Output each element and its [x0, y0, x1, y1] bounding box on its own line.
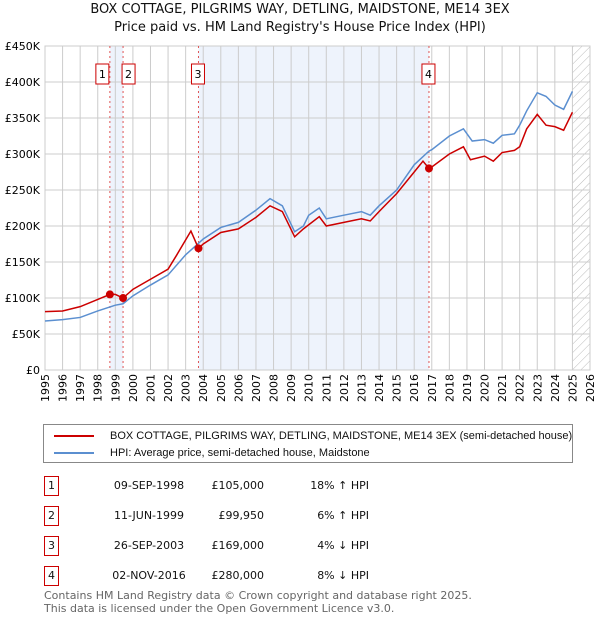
x-tick-label: 1996	[57, 374, 70, 402]
sale-point	[194, 244, 203, 253]
sale-hpi-diff: 8% ↓ HPI	[317, 569, 369, 582]
sale-row: 4 02-NOV-2016 £280,000 8% ↓ HPI	[44, 566, 444, 586]
x-tick-label: 2009	[285, 374, 298, 402]
x-tick-label: 2025	[566, 374, 579, 402]
x-tick-label: 2007	[250, 374, 263, 402]
x-tick-label: 2020	[479, 374, 492, 402]
sale-row: 3 26-SEP-2003 £169,000 4% ↓ HPI	[44, 536, 444, 556]
sale-hpi-diff: 6% ↑ HPI	[317, 509, 369, 522]
legend-label: BOX COTTAGE, PILGRIMS WAY, DETLING, MAID…	[110, 430, 573, 442]
sale-row: 2 11-JUN-1999 £99,950 6% ↑ HPI	[44, 506, 444, 526]
legend: BOX COTTAGE, PILGRIMS WAY, DETLING, MAID…	[43, 424, 573, 463]
sale-marker: 3	[44, 536, 59, 556]
x-tick-label: 2017	[426, 374, 439, 402]
sale-label-box	[95, 63, 110, 85]
x-tick-label: 2010	[303, 374, 316, 402]
x-tick-label: 2000	[127, 374, 140, 402]
chart-title: BOX COTTAGE, PILGRIMS WAY, DETLING, MAID…	[90, 2, 510, 17]
x-tick-label: 1997	[74, 374, 87, 402]
x-tick-label: 2012	[338, 374, 351, 402]
plot-frame	[44, 45, 591, 371]
x-tick-label: 1998	[92, 374, 105, 402]
sale-marker: 1	[44, 476, 59, 496]
x-tick-label: 1999	[109, 374, 122, 402]
sale-label: 3	[194, 68, 201, 81]
x-tick-label: 2024	[549, 374, 562, 402]
x-tick-label: 2003	[180, 374, 193, 402]
chart-subtitle: Price paid vs. HM Land Registry's House …	[114, 20, 486, 35]
sale-price: £169,000	[211, 539, 265, 552]
y-tick-label: £300K	[5, 148, 41, 161]
legend-swatch-red	[54, 435, 94, 437]
sale-price: £280,000	[211, 569, 265, 582]
y-tick-label: £250K	[5, 184, 41, 197]
x-tick-label: 2021	[496, 374, 509, 402]
y-tick-label: £50K	[12, 328, 41, 341]
sale-price: £105,000	[211, 479, 265, 492]
shaded-period	[198, 46, 429, 370]
legend-item-hpi: HPI: Average price, semi-detached house,…	[54, 445, 370, 461]
x-tick-label: 2001	[144, 374, 157, 402]
legend-item-property: BOX COTTAGE, PILGRIMS WAY, DETLING, MAID…	[54, 428, 572, 444]
sale-marker: 2	[44, 506, 59, 526]
x-tick-label: 2008	[268, 374, 281, 402]
sale-label-box	[421, 63, 436, 85]
x-tick-label: 2018	[443, 374, 456, 402]
sale-label: 2	[125, 68, 132, 81]
x-tick-label: 2013	[355, 374, 368, 402]
forecast-hatch	[572, 46, 590, 370]
x-tick-label: 2015	[391, 374, 404, 402]
sale-hpi-diff: 4% ↓ HPI	[317, 539, 369, 552]
y-tick-label: £100K	[5, 292, 41, 305]
y-tick-label: £350K	[5, 112, 41, 125]
x-tick-label: 2014	[373, 374, 386, 402]
sale-label: 1	[99, 68, 106, 81]
sale-date: 11-JUN-1999	[113, 509, 185, 522]
sale-row: 1 09-SEP-1998 £105,000 18% ↑ HPI	[44, 476, 444, 496]
sale-point	[119, 294, 128, 303]
shaded-period	[109, 46, 124, 370]
y-tick-label: £200K	[5, 220, 41, 233]
y-tick-label: £400K	[5, 76, 41, 89]
x-tick-label: 2016	[408, 374, 421, 402]
sale-label-box	[190, 63, 205, 85]
sale-date: 26-SEP-2003	[113, 539, 185, 552]
sale-price: £99,950	[218, 509, 265, 522]
line-chart: 1995 1996 1997 1998 1999 2000 2001 2002 2003 2004…	[5, 40, 597, 402]
x-tick-label: 2004	[197, 374, 210, 402]
x-tick-label: 2006	[232, 374, 245, 402]
x-tick-label: 2002	[162, 374, 175, 402]
y-tick-label: £450K	[5, 40, 41, 53]
sale-label: 4	[425, 68, 432, 81]
sale-label-box	[121, 63, 136, 85]
sale-date: 09-SEP-1998	[113, 479, 185, 492]
x-tick-label: 2005	[215, 374, 228, 402]
legend-swatch-blue	[54, 452, 94, 454]
x-tick-label: 2026	[584, 374, 597, 402]
series-line	[44, 111, 574, 313]
x-tick-label: 2022	[514, 374, 527, 402]
y-tick-label: £150K	[5, 256, 41, 269]
legend-label: HPI: Average price, semi-detached house,…	[110, 447, 370, 459]
x-tick-label: 2011	[320, 374, 333, 402]
footer-copyright: Contains HM Land Registry data © Crown c…	[44, 589, 472, 602]
sale-marker: 4	[44, 566, 59, 586]
x-tick-label: 1995	[39, 374, 52, 402]
x-tick-label: 2023	[531, 374, 544, 402]
sale-point	[424, 164, 433, 173]
series-line	[44, 91, 574, 322]
footer-licence: This data is licensed under the Open Gov…	[44, 602, 395, 615]
sale-hpi-diff: 18% ↑ HPI	[310, 479, 369, 492]
sale-point	[105, 290, 114, 299]
sale-date: 02-NOV-2016	[112, 569, 186, 582]
x-tick-label: 2019	[461, 374, 474, 402]
y-tick-label: £0	[26, 364, 40, 377]
